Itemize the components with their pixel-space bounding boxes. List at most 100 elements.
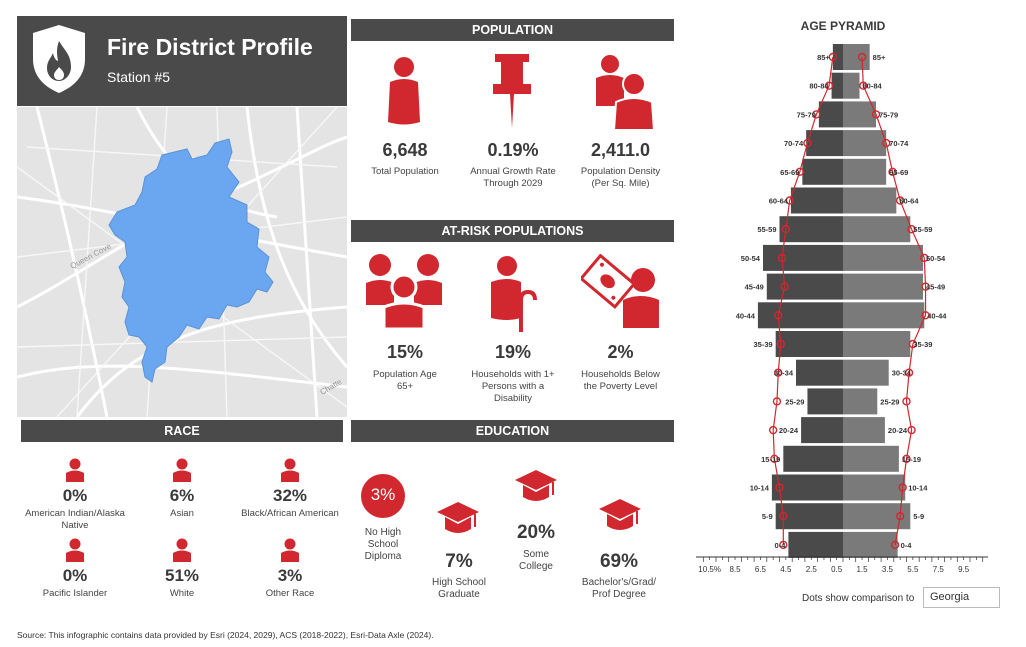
age-label-right: 15-19 — [902, 455, 921, 464]
comparison-line-left — [772, 56, 834, 545]
age-label-right: 5-9 — [913, 512, 924, 521]
person-icon — [281, 538, 299, 562]
education-heading: EDUCATION — [351, 420, 674, 442]
comparison-dot-left — [774, 368, 783, 377]
comparison-dot-right — [890, 540, 900, 550]
growth-rate-value: 0.19% — [487, 140, 539, 160]
pyramid-bar-right — [843, 331, 911, 357]
x-tick-label: 2.5 — [806, 565, 818, 574]
comparison-dot-left — [768, 425, 778, 435]
age-label-left: 5-9 — [762, 512, 773, 521]
age-label-left: 15-19 — [761, 455, 780, 464]
x-tick-label: 1.5 — [856, 565, 868, 574]
pyramid-bar-right — [843, 158, 887, 185]
total-population-label: Total Population — [371, 166, 439, 177]
comparison-dot-right — [881, 138, 891, 148]
comparison-dot-right — [921, 282, 930, 291]
age-65-label: Population Age 65+ — [373, 369, 437, 392]
age-label-right: 75-79 — [879, 110, 898, 119]
district-map[interactable]: Queen Cove Chatte — [17, 107, 347, 417]
pyramid-bar-left — [807, 388, 843, 415]
page-title: Fire District Profile — [107, 34, 313, 60]
population-heading: POPULATION — [351, 19, 674, 41]
comparison-dot-left — [781, 224, 791, 234]
age-label-right: 20-24 — [888, 426, 908, 435]
pyramid-bar-left — [766, 273, 843, 300]
x-tick-label: 4.5 — [780, 565, 792, 574]
bachelor-label: Bachelor's/Grad/ Prof Degree — [581, 577, 657, 600]
race-label: Asian — [170, 508, 194, 519]
comparison-dot-left — [777, 253, 787, 263]
comparison-dot-right — [895, 196, 905, 205]
age-label-left: 80-84 — [809, 82, 829, 91]
pyramid-bar-left — [757, 302, 843, 329]
age-pyramid-chart: 85+ 85+ 80-84 80-84 75-79 75-79 70-74 70-74 65-6… — [696, 44, 988, 574]
age-label-right: 0-4 — [901, 541, 913, 550]
no-diploma-circle — [361, 474, 405, 518]
comparison-select[interactable]: Georgia — [923, 587, 1000, 608]
comparison-dot-left — [812, 110, 821, 119]
fire-shield-icon — [33, 25, 85, 93]
pyramid-bar-right — [843, 445, 899, 472]
race-label: American Indian/Alaska Native — [25, 508, 125, 531]
comparison-dot-right — [857, 52, 867, 62]
population-density-label: Population Density (Per Sq. Mile) — [580, 166, 661, 189]
comparison-dot-left — [776, 339, 785, 349]
age-label-right: 80-84 — [863, 82, 883, 91]
comparison-dot-right — [908, 339, 918, 349]
age-label-right: 70-74 — [889, 139, 909, 148]
person-icon — [281, 458, 299, 482]
poverty-value: 2% — [607, 342, 634, 362]
age-65-value: 15% — [386, 342, 424, 362]
comparison-dot-left — [772, 397, 782, 406]
age-label-left: 10-14 — [750, 484, 770, 493]
comparison-dot-left — [774, 311, 783, 320]
pyramid-bar-right — [843, 216, 911, 243]
race-value: 0% — [62, 486, 88, 505]
pyramid-bar-right — [843, 273, 924, 300]
pyramid-bar-left — [762, 244, 843, 271]
no-diploma-value: 3% — [370, 485, 396, 504]
pyramid-bar-left — [832, 44, 843, 70]
age-label-left: 35-39 — [754, 340, 773, 349]
race-value: 3% — [277, 566, 303, 585]
age-label-right: 10-14 — [908, 484, 928, 493]
people-icon — [596, 55, 656, 130]
age-label-left: 75-79 — [797, 110, 816, 119]
age-label-left: 30-34 — [774, 369, 794, 378]
total-population-value: 6,648 — [382, 140, 428, 160]
pyramid-bar-right — [843, 531, 898, 558]
cane-person-icon — [491, 256, 537, 332]
pyramid-bar-right — [843, 359, 889, 386]
comparison-dot-right — [895, 512, 905, 521]
comparison-dot-right — [871, 110, 881, 119]
pyramid-bar-left — [790, 187, 843, 214]
graduation-cap-icon — [599, 499, 641, 530]
pyramid-bar-left — [831, 72, 843, 99]
race-value: 0% — [62, 566, 88, 585]
graduation-cap-icon — [515, 470, 557, 501]
comparison-dot-right — [902, 454, 911, 463]
growth-rate-label: Annual Growth Rate Through 2029 — [470, 166, 556, 189]
age-label-right: 60-64 — [899, 197, 919, 206]
age-label-right: 45-49 — [926, 283, 945, 292]
pyramid-bar-left — [783, 445, 843, 472]
pyramid-bar-right — [843, 187, 897, 214]
race-label: Black/African American — [241, 508, 339, 519]
age-label-left: 60-64 — [769, 197, 789, 206]
age-label-right: 30-34 — [892, 369, 912, 378]
age-label-left: 70-74 — [784, 139, 804, 148]
comparison-dot-right — [888, 167, 897, 177]
comparison-dot-right — [859, 81, 868, 90]
comparison-dot-right — [904, 368, 914, 377]
x-tick-label: 5.5 — [907, 565, 919, 574]
race-label: Pacific Islander — [42, 588, 108, 599]
page-subtitle: Station #5 — [107, 69, 171, 85]
age-label-left: 85+ — [817, 53, 830, 62]
age-label-right: 40-44 — [927, 311, 947, 320]
map-canvas: Queen Cove Chatte — [17, 107, 347, 417]
x-tick-label: 3.5 — [882, 565, 894, 574]
comparison-dot-left — [779, 512, 788, 521]
comparison-dot-left — [803, 138, 812, 148]
age-label-left: 65-69 — [780, 168, 799, 177]
